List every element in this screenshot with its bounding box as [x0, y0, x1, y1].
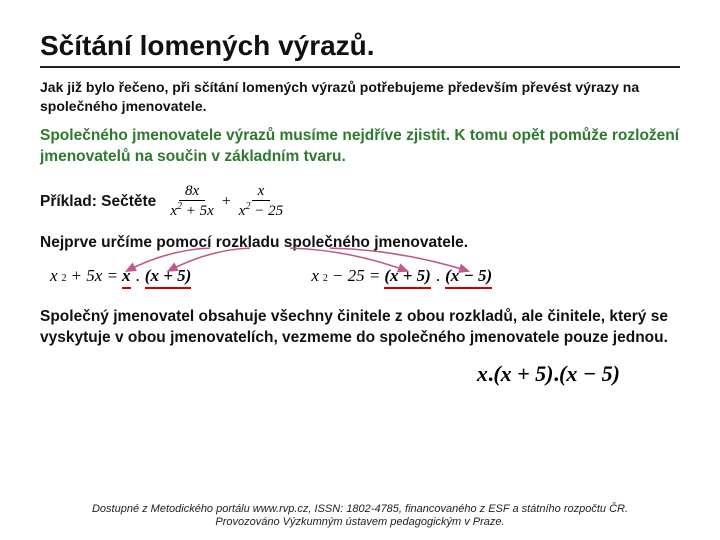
factorization-eq2: x2 − 25 = (x + 5) . (x − 5) — [311, 266, 492, 289]
fraction2-numerator: x — [252, 184, 271, 202]
factorization-row: x2 + 5x = x . (x + 5) x2 − 25 = (x + 5) … — [40, 266, 680, 289]
eq2-factor2: (x − 5) — [445, 266, 492, 289]
footer-line2: Provozováno Výzkumným ústavem pedagogick… — [30, 516, 690, 530]
example-label: Příklad: Sečtěte — [40, 193, 156, 211]
step-paragraph: Nejprve určíme pomocí rozkladu společnéh… — [40, 234, 680, 252]
explanation-paragraph: Společný jmenovatel obsahuje všechny čin… — [40, 307, 680, 349]
fraction2-denominator: x2 − 25 — [239, 201, 283, 220]
factorization-eq1: x2 + 5x = x . (x + 5) — [50, 266, 191, 289]
eq2-factor1: (x + 5) — [384, 266, 431, 289]
intro-paragraph-1: Jak již bylo řečeno, při sčítání lomenýc… — [40, 78, 680, 116]
page-title: Sčítání lomených výrazů. — [40, 30, 680, 68]
intro-paragraph-2: Společného jmenovatele výrazů musíme nej… — [40, 126, 680, 168]
result-expression: x.(x + 5).(x − 5) — [40, 361, 680, 387]
plus-sign: + — [222, 193, 231, 211]
fraction1-numerator: 8x — [179, 184, 205, 202]
footer-line1: Dostupné z Metodického portálu www.rvp.c… — [30, 503, 690, 517]
example-expression: 8x x2 + 5x + x x2 − 25 — [170, 184, 283, 221]
fraction1-denominator: x2 + 5x — [170, 201, 213, 220]
footer: Dostupné z Metodického portálu www.rvp.c… — [0, 503, 720, 531]
eq1-factor2: (x + 5) — [145, 266, 192, 289]
eq1-factor1: x — [122, 266, 131, 289]
example-row: Příklad: Sečtěte 8x x2 + 5x + x x2 − 25 — [40, 184, 680, 221]
